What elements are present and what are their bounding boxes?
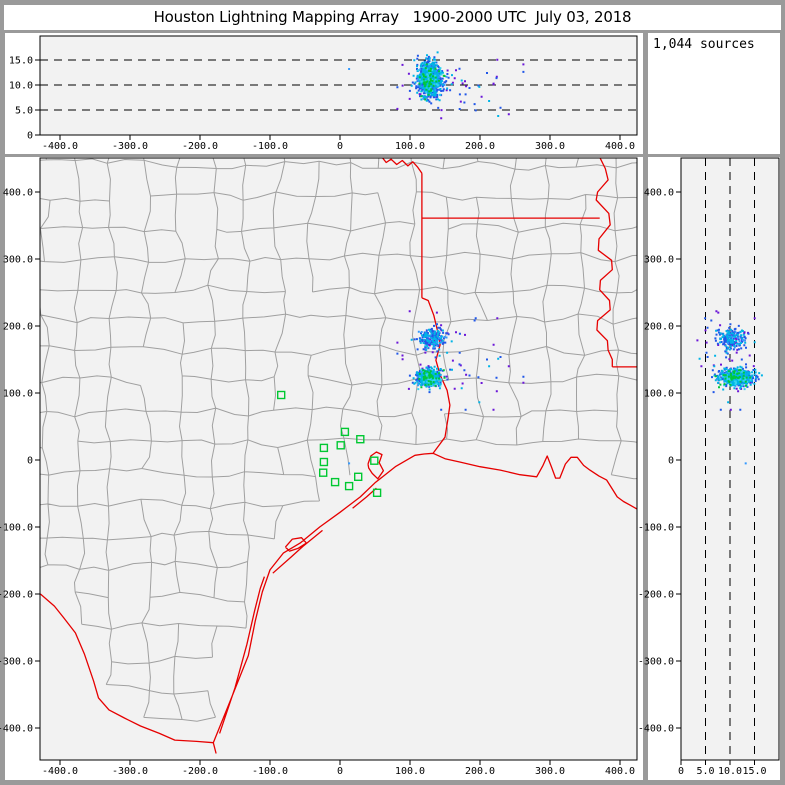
- source-count-label: 1,044 sources: [653, 37, 755, 52]
- panel-source-count: [648, 33, 780, 154]
- panel-plan-view-map[interactable]: [5, 157, 643, 780]
- panel-altitude-vs-ns[interactable]: [648, 157, 780, 780]
- panel-altitude-vs-ew[interactable]: [5, 33, 643, 154]
- window-title: Houston Lightning Mapping Array 1900-200…: [153, 8, 632, 26]
- window-title-bar: Houston Lightning Mapping Array 1900-200…: [4, 5, 781, 30]
